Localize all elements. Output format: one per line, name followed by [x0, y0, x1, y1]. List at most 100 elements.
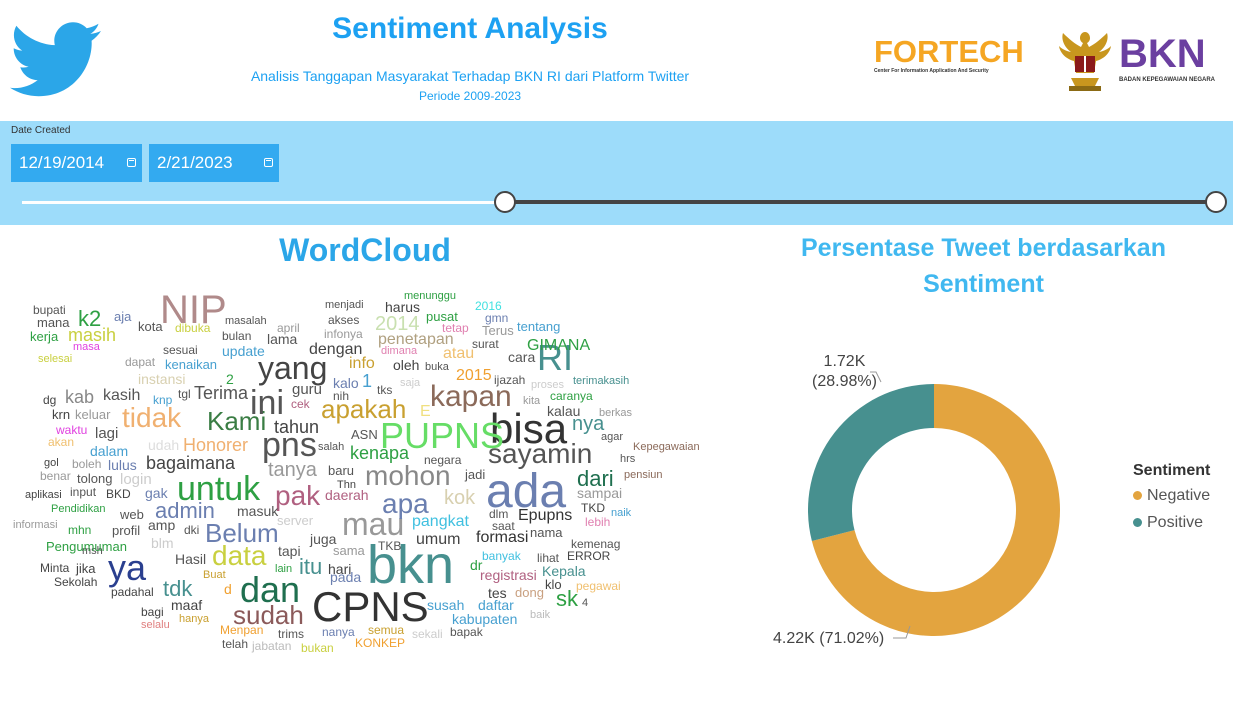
wordcloud-word: d: [224, 581, 232, 597]
wordcloud-word: sampai: [577, 485, 623, 501]
wordcloud-word: GIMANA: [527, 337, 591, 354]
wordcloud-word: login: [120, 471, 152, 488]
wordcloud-word: ada: [486, 465, 567, 518]
wordcloud-word: sekali: [412, 627, 443, 641]
slider-end-handle[interactable]: [1205, 191, 1227, 213]
wordcloud-word: daerah: [325, 487, 369, 503]
wordcloud-word: lagi: [95, 425, 119, 442]
end-date-input[interactable]: 2/21/2023: [149, 144, 279, 182]
wordcloud-word: terimakasih: [573, 375, 630, 387]
leader-line-positive: [870, 371, 882, 383]
slider-start-handle[interactable]: [494, 191, 516, 213]
legend-swatch-positive: [1133, 518, 1142, 527]
calendar-icon[interactable]: [127, 158, 136, 167]
wordcloud-word: kita: [523, 395, 541, 407]
donut-slice-positive[interactable]: [808, 384, 934, 541]
wordcloud-word: hanya: [179, 613, 209, 625]
start-date-input[interactable]: 12/19/2014: [11, 144, 142, 182]
wordcloud-word: buka: [425, 361, 449, 373]
wordcloud-word: instansi: [138, 371, 186, 387]
wordcloud-word: pusat: [426, 309, 458, 324]
wordcloud-word: negara: [424, 453, 462, 467]
wordcloud-word: 2016: [475, 299, 502, 313]
wordcloud-word: tahun: [274, 417, 320, 437]
page-subtitle: Analisis Tanggapan Masyarakat Terhadap B…: [250, 68, 690, 84]
wordcloud-word: proses: [531, 379, 565, 391]
wordcloud-word: registrasi: [480, 567, 537, 583]
wordcloud-word: pangkat: [412, 513, 469, 530]
legend-title: Sentiment: [1133, 462, 1211, 479]
wordcloud-word: gol: [44, 457, 59, 469]
donut-slice-negative[interactable]: [811, 384, 1060, 636]
end-date-value: 2/21/2023: [157, 153, 233, 172]
wordcloud-word: oleh: [393, 357, 420, 373]
slider-track-inactive[interactable]: [22, 201, 505, 204]
wordcloud-word: E: [420, 403, 431, 420]
wordcloud-word: cek: [291, 397, 310, 411]
wordcloud-word: agar: [601, 431, 624, 443]
wordcloud-word: kemenag: [571, 537, 621, 551]
wordcloud-word: knp: [153, 393, 173, 407]
wordcloud-word: NIP: [160, 288, 227, 332]
wordcloud-word: server: [277, 513, 314, 528]
legend-item-negative[interactable]: Negative: [1133, 487, 1210, 505]
wordcloud-word: mohon: [365, 460, 451, 491]
wordcloud-word: bapak: [450, 625, 483, 639]
wordcloud-word: 1: [362, 371, 373, 391]
wordcloud-word: guru: [292, 381, 323, 398]
wordcloud-word: selalu: [141, 619, 170, 631]
wordcloud-word: Terima: [194, 383, 249, 403]
wordcloud-word: sesuai: [163, 343, 198, 357]
bkn-tagline: BADAN KEPEGAWAIAN NEGARA: [1119, 77, 1216, 83]
wordcloud-word: kapan: [430, 380, 512, 413]
bkn-logo: BKN BADAN KEPEGAWAIAN NEGARA: [1119, 34, 1223, 92]
wordcloud-word: masih: [68, 325, 117, 345]
wordcloud-word: aja: [114, 309, 132, 324]
wordcloud-word: dengan: [309, 341, 363, 358]
negative-count: 4.22K: [773, 630, 815, 647]
wordcloud-word: lebih: [585, 515, 611, 529]
legend-item-positive[interactable]: Positive: [1133, 514, 1210, 532]
wordcloud-word: 2015: [456, 367, 492, 384]
wordcloud-word: klo: [545, 577, 562, 592]
wordcloud-word: dan: [240, 569, 301, 610]
wordcloud-word: informasi: [13, 519, 58, 531]
wordcloud-word: berkas: [599, 407, 633, 419]
wordcloud-word: 2: [226, 371, 234, 387]
wordcloud-word: apa: [382, 488, 429, 519]
wordcloud-word: bisa: [490, 405, 568, 452]
wordcloud-word: gak: [145, 485, 168, 501]
wordcloud-word: nanya: [322, 625, 355, 639]
wordcloud-word: dalam: [90, 443, 129, 459]
wordcloud-word: Sekolah: [54, 575, 98, 589]
wordcloud-word: input: [70, 485, 97, 499]
wordcloud-word: infonya: [324, 327, 363, 341]
wordcloud-word: dari: [577, 466, 614, 491]
wordcloud-word: KONKEP: [355, 636, 406, 650]
wordcloud-word: selesai: [38, 353, 73, 365]
wordcloud-word: dimana: [381, 345, 418, 357]
fortech-logo-text: FORTECH: [874, 34, 1024, 69]
wordcloud-word: keluar: [75, 407, 111, 422]
wordcloud-word: dg: [43, 393, 57, 407]
wordcloud-word: data: [212, 540, 267, 571]
wordcloud-word: lama: [267, 331, 298, 347]
wordcloud-word: tentang: [517, 319, 561, 334]
wordcloud-title: WordCloud: [279, 232, 451, 268]
calendar-icon[interactable]: [264, 158, 273, 167]
wordcloud-word: Minta: [40, 561, 70, 575]
wordcloud-word: cara: [508, 349, 536, 365]
fortech-logo: FORTECH Center For Information Applicati…: [874, 34, 1024, 80]
wordcloud-word: Honorer: [183, 435, 249, 455]
wordcloud-word: 2014: [375, 313, 420, 335]
wordcloud-word: ini: [250, 384, 285, 422]
wordcloud-word: boleh: [72, 457, 102, 471]
wordcloud-word: nama: [530, 525, 563, 540]
wordcloud-word: TKB: [378, 539, 402, 553]
wordcloud-word: amp: [148, 517, 176, 533]
slider-track-selected[interactable]: [505, 200, 1216, 204]
wordcloud-word: nya: [572, 413, 605, 435]
wordcloud-word: web: [120, 507, 144, 522]
wordcloud-word: profil: [112, 523, 141, 538]
wordcloud-word: hari: [328, 561, 352, 577]
